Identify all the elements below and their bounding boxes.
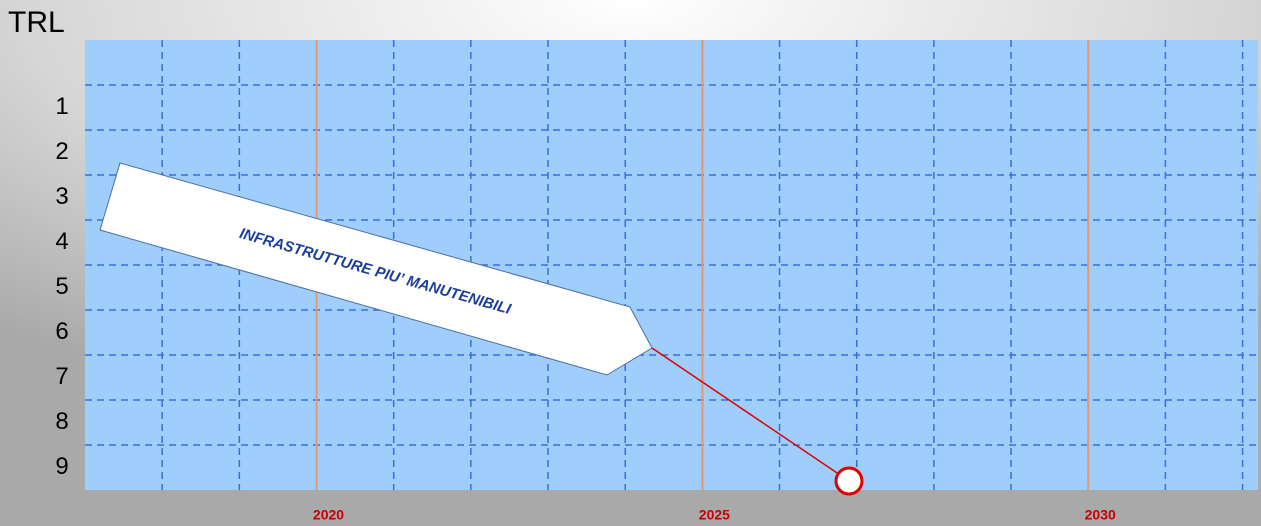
connector <box>651 347 850 482</box>
y-tick-label: 5 <box>55 273 68 300</box>
y-tick-label: 9 <box>55 453 68 480</box>
y-tick-label: 7 <box>55 363 68 390</box>
callout-box <box>99 162 653 376</box>
y-tick-label: 4 <box>55 228 68 255</box>
x-tick-label: 2020 <box>313 507 344 523</box>
point <box>834 466 864 496</box>
x-tick-label: 2025 <box>699 507 730 523</box>
y-axis-label: TRL <box>8 6 65 39</box>
y-tick-label: 8 <box>55 408 68 435</box>
y-tick-label: 2 <box>55 138 68 165</box>
y-tick-label: 3 <box>55 183 68 210</box>
x-tick-label: 2030 <box>1085 507 1116 523</box>
marks: INFRASTRUTTURE PIU’ MANUTENIBILI <box>99 162 864 496</box>
y-tick-label: 6 <box>55 318 68 345</box>
y-tick-label: 1 <box>55 93 68 120</box>
grid <box>85 40 1258 490</box>
